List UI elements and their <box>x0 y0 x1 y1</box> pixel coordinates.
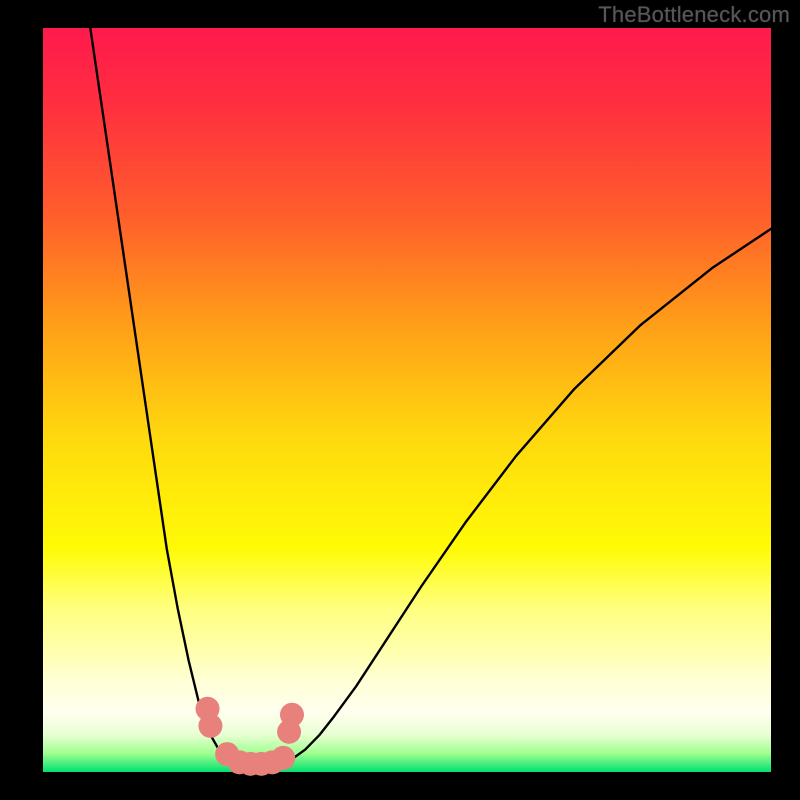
marker-dot <box>280 703 304 727</box>
marker-dot <box>198 714 222 738</box>
watermark-label: TheBottleneck.com <box>598 2 790 28</box>
chart-canvas: TheBottleneck.com <box>0 0 800 800</box>
bottleneck-chart-svg <box>0 0 800 800</box>
marker-dot <box>271 746 295 770</box>
plot-background <box>43 28 771 772</box>
